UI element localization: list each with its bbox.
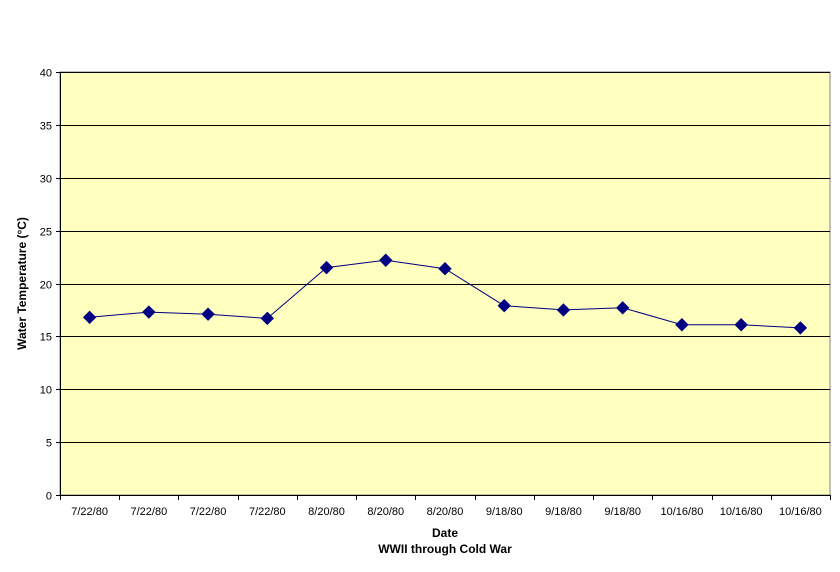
x-tick-label: 9/18/80 <box>604 506 641 518</box>
data-point <box>82 310 97 325</box>
data-point <box>734 318 748 332</box>
y-tick-label: 15 <box>40 332 52 344</box>
y-tick-label: 5 <box>46 438 52 450</box>
series-markers <box>82 253 808 335</box>
x-tick-label: 10/16/80 <box>720 506 763 518</box>
x-tick-label: 9/18/80 <box>486 506 523 518</box>
data-point <box>793 321 808 335</box>
x-tick-label: 7/22/80 <box>249 506 286 518</box>
y-tick-label: 40 <box>40 68 52 80</box>
x-axis-title: Date <box>432 526 458 540</box>
data-point <box>556 303 571 317</box>
x-axis: 7/22/80 7/22/80 7/22/80 7/22/80 8/20/80 8/20/… <box>60 495 831 518</box>
y-tick-label: 30 <box>40 174 52 186</box>
data-point <box>675 318 689 332</box>
x-tick-label: 7/22/80 <box>130 506 167 518</box>
data-point <box>497 298 511 313</box>
data-point <box>379 253 393 267</box>
y-tick-label: 25 <box>40 227 52 239</box>
y-axis: 0 5 10 15 20 25 30 35 40 <box>40 68 61 503</box>
data-point <box>260 311 275 326</box>
x-tick-label: 8/20/80 <box>367 506 404 518</box>
x-tick-label: 8/20/80 <box>427 506 464 518</box>
y-tick-label: 0 <box>46 491 52 503</box>
data-point <box>201 307 215 321</box>
data-point <box>319 260 334 275</box>
x-tick-label: 10/16/80 <box>779 506 822 518</box>
x-tick-label: 7/22/80 <box>190 506 227 518</box>
data-point <box>615 301 630 315</box>
y-tick-label: 10 <box>40 385 52 397</box>
x-tick-label: 9/18/80 <box>545 506 582 518</box>
y-tick-label: 35 <box>40 121 52 133</box>
x-tick-label: 7/22/80 <box>71 506 108 518</box>
x-axis-subtitle: WWII through Cold War <box>378 542 512 556</box>
data-point <box>142 305 156 319</box>
y-axis-title: Water Temperature (°C) <box>15 217 29 350</box>
x-tick-label: 10/16/80 <box>661 506 704 518</box>
data-point <box>438 261 452 276</box>
gridlines <box>60 72 830 443</box>
x-tick-label: 8/20/80 <box>308 506 345 518</box>
y-tick-label: 20 <box>40 280 52 292</box>
plot-area <box>59 71 831 496</box>
